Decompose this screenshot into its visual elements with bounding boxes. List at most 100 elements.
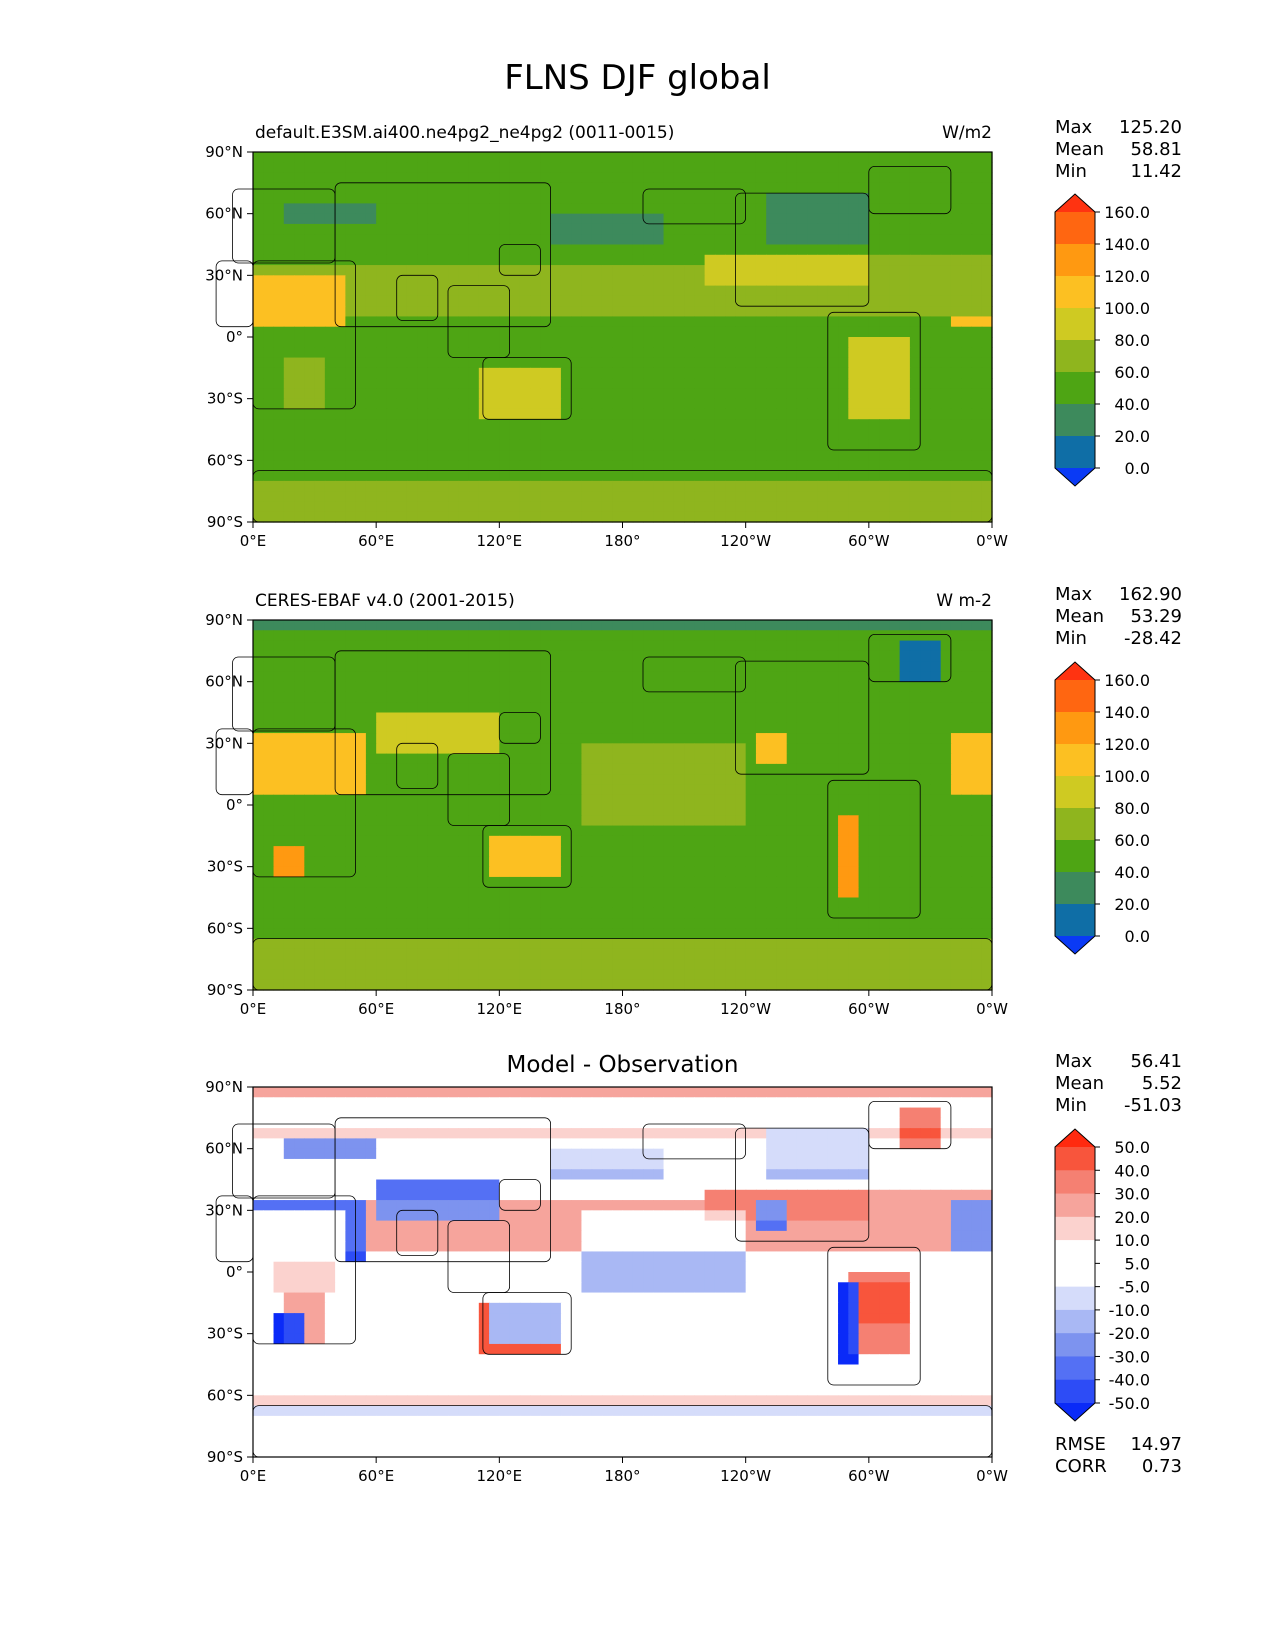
field-cell [581,928,593,940]
field-cell [499,774,511,786]
field-cell [427,897,439,909]
field-cell [735,661,747,672]
field-cell [283,722,295,734]
field-cell [489,887,500,899]
field-cell [622,285,634,297]
field-cell [755,439,767,451]
field-cell [396,244,408,256]
field-cell [263,275,275,287]
field-cell [725,450,736,461]
field-cell [704,306,716,318]
field-cell [499,712,511,724]
field-cell [694,254,706,266]
field-cell [263,450,275,461]
field-cell [950,620,962,631]
field-cell [971,805,983,816]
field-cell [838,408,849,420]
field-cell [653,681,665,693]
field-cell [868,491,880,503]
field-cell [427,681,439,693]
field-cell [622,470,634,482]
field-cell [478,897,490,909]
field-cell [601,285,613,297]
field-cell [920,846,932,857]
field-cell [786,172,798,184]
field-cell [653,337,665,348]
field-cell [581,398,593,410]
field-cell [663,846,675,857]
field-cell [304,733,316,744]
field-cell [376,182,388,194]
field-cell [448,650,459,662]
field-cell [714,835,726,847]
field-cell [663,650,675,662]
field-cell [848,501,860,513]
field-cell [796,203,808,215]
field-cell [550,357,562,369]
field-cell [961,152,973,163]
field-cell [950,234,962,246]
field-cell [365,948,377,960]
field-cell [406,470,418,482]
field-cell [971,306,983,318]
field-cell [930,480,942,492]
field-cell [653,805,665,816]
field-cell [766,316,778,328]
field-cell [879,450,890,461]
field-cell [673,388,685,400]
field-cell [427,620,439,631]
field-cell [314,203,326,215]
field-cell [961,897,973,909]
field-cell [796,172,808,184]
field-cell [981,928,993,940]
field-cell [796,357,808,369]
field-cell [458,470,470,482]
field-cell [889,244,901,256]
field-cell [478,938,490,950]
field-cell [550,419,562,431]
field-cell [899,213,911,225]
field-cell [468,681,480,693]
field-cell [468,367,480,379]
field-cell [961,429,973,441]
field-cell [294,835,305,847]
field-cell [817,378,829,389]
field-cell [725,856,736,868]
field-cell [601,661,613,672]
field-cell [981,152,993,163]
field-cell [376,265,388,276]
field-cell [909,450,921,461]
field-cell [827,480,839,492]
field-cell [776,856,788,868]
field-cell [478,388,490,400]
field-cell [684,501,695,513]
field-cell [714,203,726,215]
field-cell [437,835,449,847]
field-cell [478,671,490,683]
field-cell [858,347,870,359]
field-cell [530,306,541,318]
field-cell [324,794,336,806]
field-cell [314,733,326,744]
field-cell [458,671,470,683]
field-cell [427,825,439,837]
field-cell [417,661,429,672]
field-cell [519,763,531,775]
field-cell [263,172,275,184]
field-cell [406,172,418,184]
field-cell [714,784,726,796]
field-cell [858,835,870,847]
field-cell [766,630,778,642]
field-cell [468,357,480,369]
field-cell [745,203,757,215]
field-cell [961,347,973,359]
field-cell [868,733,880,744]
field-cell [314,620,326,631]
field-cell [571,265,583,276]
field-cell [406,897,418,909]
field-cell [663,815,675,827]
field-cell [550,671,562,683]
field-cell [950,398,962,410]
field-cell [745,794,757,806]
